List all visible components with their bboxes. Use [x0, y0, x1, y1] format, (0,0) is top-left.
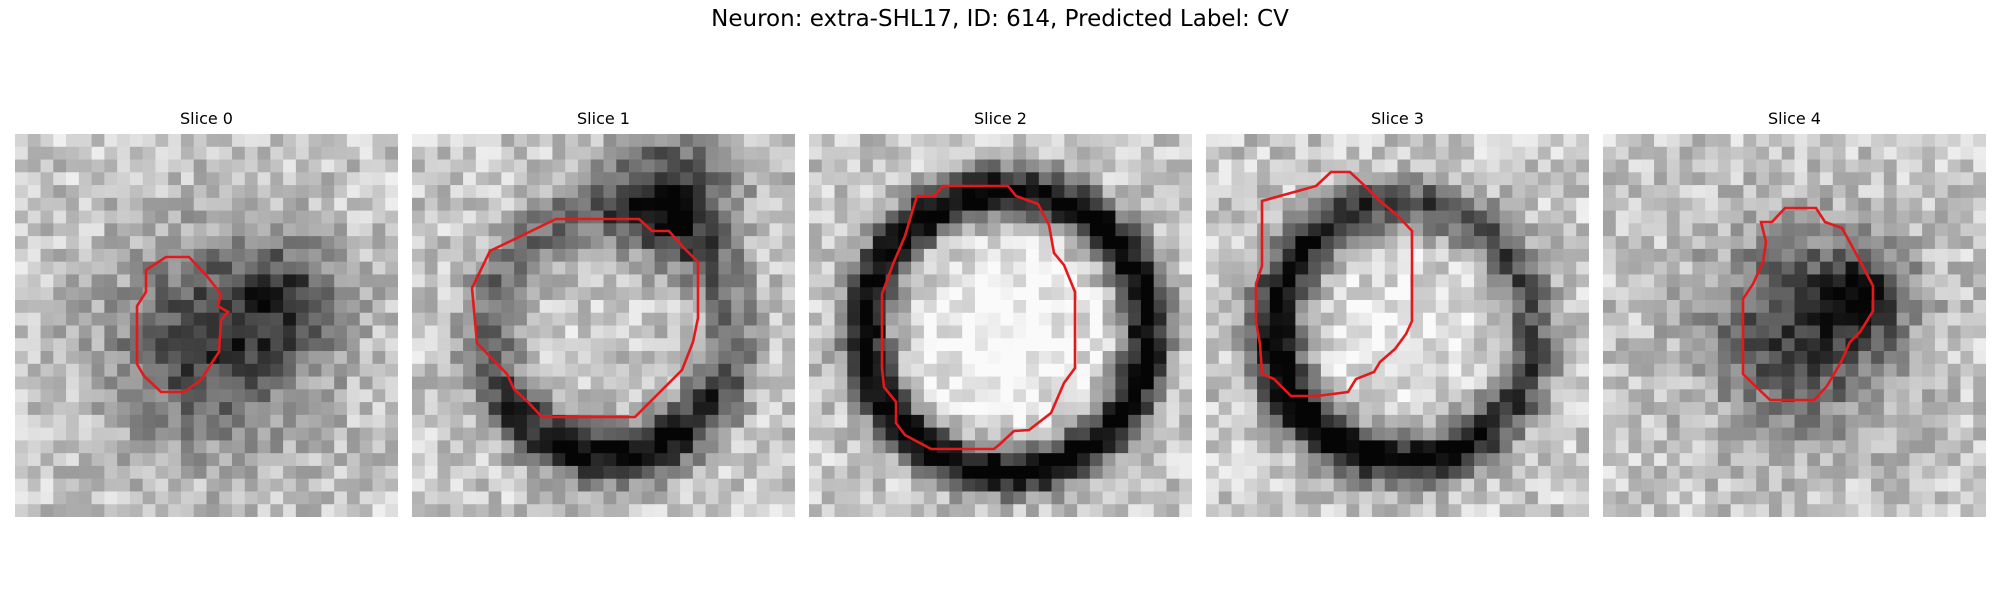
slice-4-image [1603, 134, 1986, 517]
roi-contour [1741, 206, 1875, 402]
slice-1-panel: Slice 1 [412, 106, 795, 517]
slice-2-image [809, 134, 1192, 517]
roi-contour [1254, 170, 1414, 398]
slice-3-panel: Slice 3 [1206, 106, 1589, 517]
slice-1-image [412, 134, 795, 517]
roi-contour [135, 255, 231, 394]
slice-4-panel: Slice 4 [1603, 106, 1986, 517]
roi-contour [470, 217, 700, 419]
slice-0-title: Slice 0 [180, 109, 233, 128]
slice-1-title: Slice 1 [577, 109, 630, 128]
figure-title: Neuron: extra-SHL17, ID: 614, Predicted … [711, 6, 1289, 32]
slice-0-image [15, 134, 398, 517]
slice-2-panel: Slice 2 [809, 106, 1192, 517]
slice-4-title: Slice 4 [1768, 109, 1821, 128]
slice-3-title: Slice 3 [1371, 109, 1424, 128]
slice-0-panel: Slice 0 [15, 106, 398, 517]
slice-2-title: Slice 2 [974, 109, 1027, 128]
slice-3-image [1206, 134, 1589, 517]
roi-contour [880, 184, 1077, 451]
